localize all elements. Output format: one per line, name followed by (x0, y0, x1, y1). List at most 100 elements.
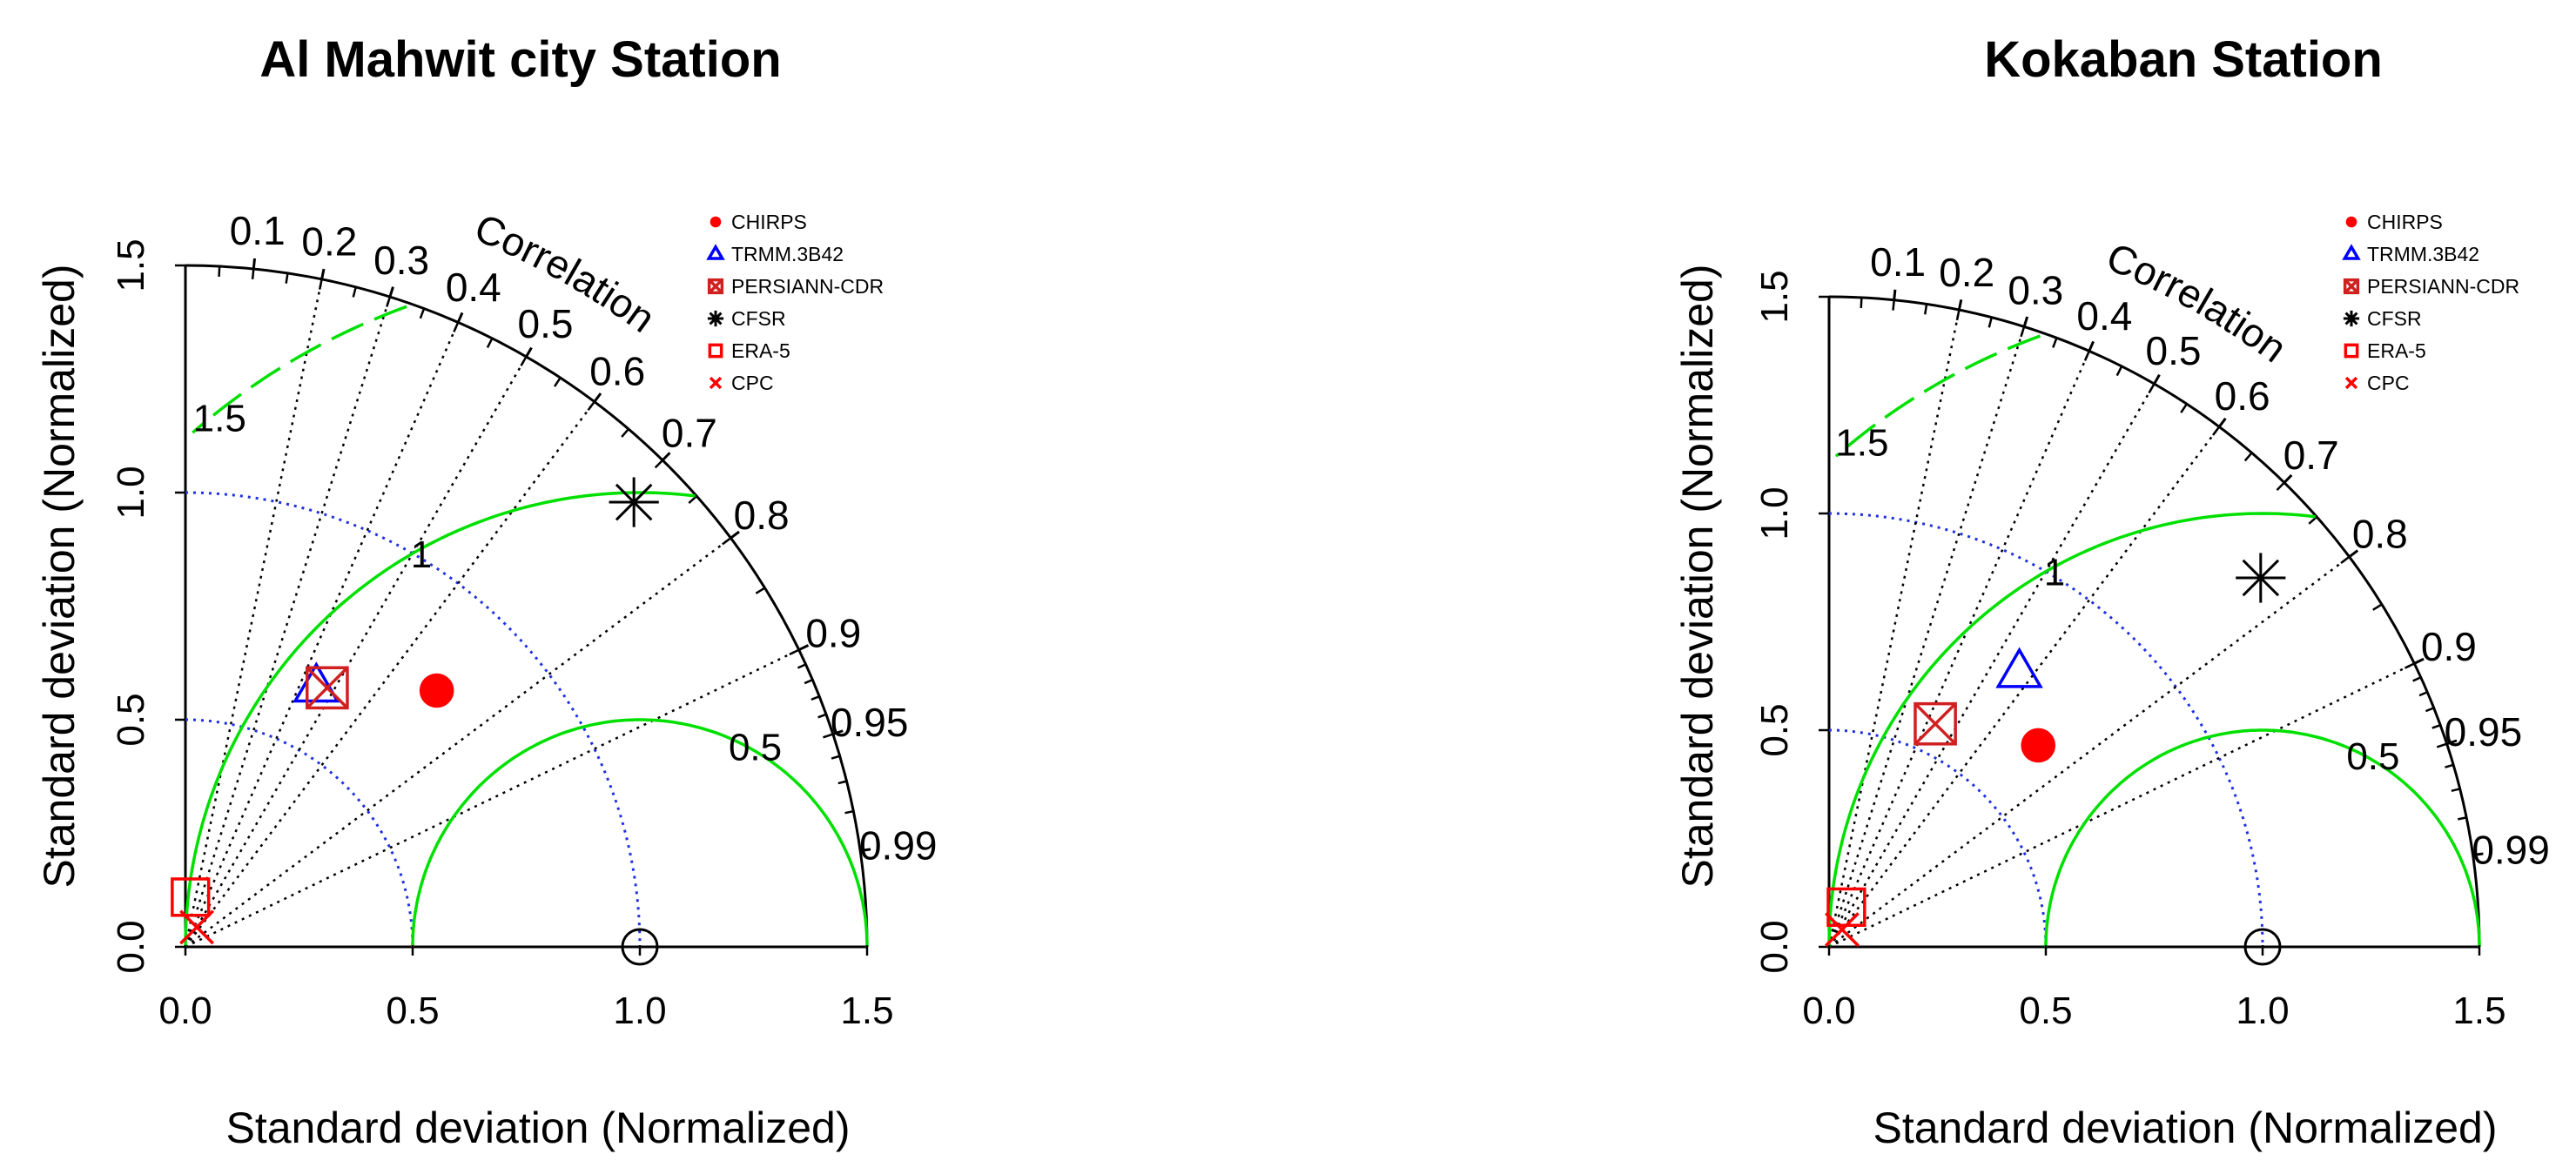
legend-persiann-cdr-symbol-box (707, 278, 724, 295)
legend-persiann-cdr-symbol-diag (2344, 278, 2359, 294)
marker-persiann-cdr-box (306, 666, 349, 710)
correlation-label: 0.6 (2215, 373, 2270, 419)
correlation-minor-tick (2308, 515, 2318, 525)
legend-trmm-3b42-label: TRMM.3B42 (2367, 243, 2479, 265)
sd-arc-1 (1828, 512, 2264, 948)
y-tick-label: 0.0 (1753, 920, 1796, 973)
correlation-minor-tick (554, 377, 562, 387)
correlation-label: 0.5 (518, 301, 574, 346)
y-tick-label: 1.0 (1753, 486, 1796, 540)
correlation-minor-tick (453, 321, 460, 332)
chart-title: Al Mahwit city Station (259, 31, 781, 88)
correlation-label: 0.7 (2283, 433, 2339, 478)
legend-chirps-label: CHIRPS (2367, 211, 2443, 233)
correlation-minor-tick (285, 272, 289, 284)
correlation-tick (2283, 473, 2293, 484)
correlation-minor-tick (2372, 603, 2383, 611)
x-tick-label: 0.0 (1802, 990, 1855, 1032)
correlation-label: 0.2 (301, 219, 357, 265)
correlation-tick (859, 848, 871, 853)
rms-contour-1 (1827, 512, 2316, 948)
correlation-label: 0.8 (2352, 511, 2408, 556)
correlation-minor-tick (1955, 309, 1961, 321)
correlation-minor-tick (654, 459, 663, 469)
correlation-minor-tick (352, 286, 357, 298)
marker-chirps (2021, 728, 2056, 763)
correlation-minor-tick (2243, 452, 2253, 462)
correlation-label: 0.4 (2076, 293, 2132, 339)
correlation-minor-tick (2458, 816, 2467, 821)
rms-contour-1.5 (1834, 334, 2041, 458)
x-tick-label: 0.0 (158, 990, 212, 1032)
x-tick-label: 1.5 (2452, 990, 2505, 1032)
correlation-minor-tick (2431, 723, 2441, 729)
correlation-minor-tick (2276, 481, 2285, 491)
correlation-label: 0.8 (734, 493, 790, 538)
rms-contour-label: 0.5 (729, 727, 782, 769)
sd-arc-1 (185, 491, 642, 948)
correlation-tick (832, 729, 844, 735)
legend-chirps-label: CHIRPS (731, 211, 807, 233)
correlation-ray (184, 278, 323, 948)
legend-cfsr-symbol-stroke (2344, 312, 2358, 325)
y-axis-label: Standard deviation (Normalized) (35, 264, 84, 888)
correlation-tick (252, 258, 256, 270)
correlation-tick (662, 452, 671, 461)
correlation-minor-tick (486, 338, 494, 349)
y-axis-label: Standard deviation (Normalized) (1673, 264, 1722, 888)
correlation-label: 0.95 (2445, 709, 2523, 755)
correlation-minor-tick (844, 809, 854, 815)
x-axis-label: Standard deviation (Normalized) (225, 1104, 850, 1152)
x-tick-label: 0.5 (2019, 990, 2072, 1032)
y-tick-label: 0.5 (110, 693, 152, 746)
correlation-minor-tick (789, 648, 800, 656)
marker-era-5 (171, 877, 211, 917)
correlation-ray (1828, 662, 2415, 949)
marker-persiann-cdr (1914, 701, 1957, 746)
correlation-minor-tick (1924, 304, 1928, 315)
correlation-label: 0.6 (589, 348, 645, 393)
correlation-minor-tick (2451, 788, 2460, 793)
correlation-minor-tick (2052, 337, 2058, 348)
reference-point (2243, 928, 2282, 966)
rms-contour-0.5 (411, 718, 869, 947)
correlation-minor-tick (2412, 676, 2422, 682)
correlation-minor-tick (2148, 383, 2156, 394)
marker-persiann-cdr-diag (1914, 702, 1957, 746)
correlation-label: 0.9 (805, 611, 861, 656)
correlation-minor-tick (755, 587, 766, 594)
x-tick-label: 1.5 (840, 990, 893, 1032)
correlation-minor-tick (823, 733, 834, 739)
y-tick-label: 1.5 (1753, 270, 1796, 323)
correlation-ray (185, 648, 800, 949)
rms-contour-label: 0.5 (2346, 735, 2399, 778)
correlation-tick (525, 346, 533, 358)
correlation-tick (798, 644, 810, 652)
correlation-tick (2217, 417, 2227, 428)
legend-cpc-label: CPC (731, 372, 774, 394)
correlation-tick (730, 530, 740, 540)
marker-persiann-cdr-diag (306, 667, 349, 709)
correlation-minor-tick (587, 400, 595, 411)
correlation-label: 0.5 (2146, 328, 2202, 373)
correlation-minor-tick (2418, 691, 2428, 697)
sd-arc-0.5 (185, 718, 414, 948)
legend-cfsr-symbol (2343, 310, 2360, 327)
reference-point (621, 928, 659, 966)
correlation-minor-tick (817, 713, 827, 719)
correlation-tick (1893, 289, 1897, 300)
correlation-label: 0.1 (230, 208, 286, 253)
rms-contour-0.5 (2044, 728, 2481, 947)
correlation-minor-tick (520, 356, 528, 366)
correlation-minor-tick (810, 695, 820, 701)
y-tick-label: 0.0 (110, 920, 152, 973)
correlation-tick (2022, 316, 2029, 327)
correlation-minor-tick (419, 308, 426, 319)
correlation-minor-tick (2115, 366, 2123, 377)
legend-cpc-symbol-stroke (709, 376, 723, 390)
legend-cfsr-label: CFSR (2367, 307, 2422, 330)
legend-persiann-cdr-label: PERSIANN-CDR (2367, 275, 2519, 298)
correlation-minor-tick (218, 265, 221, 278)
correlation-minor-tick (2180, 403, 2188, 413)
marker-cpc (179, 909, 214, 945)
